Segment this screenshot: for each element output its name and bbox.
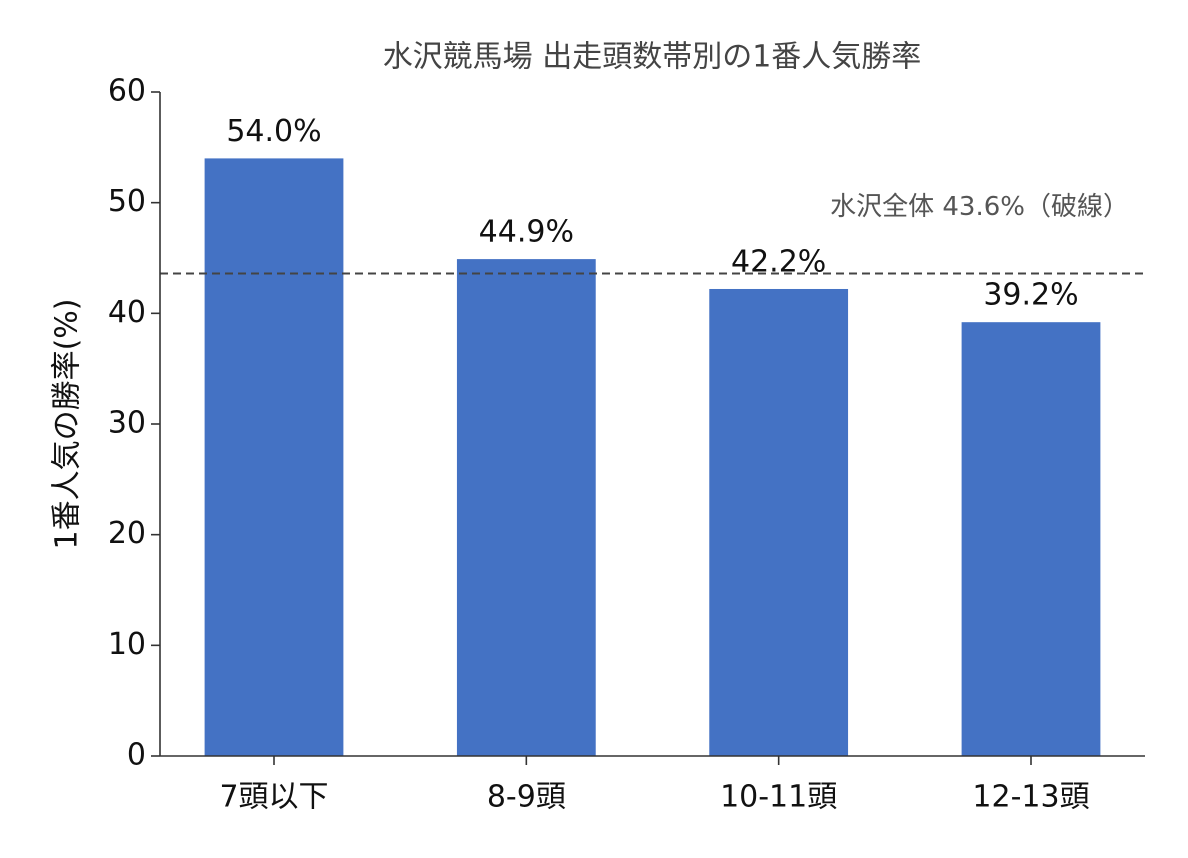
- y-tick-label: 50: [108, 184, 146, 219]
- x-tick-label: 8-9頭: [487, 780, 566, 815]
- y-tick-label: 10: [108, 627, 146, 662]
- bar: [204, 158, 344, 756]
- y-tick-label: 30: [108, 406, 146, 441]
- value-label: 39.2%: [983, 278, 1078, 313]
- reference-label: 水沢全体 43.6%（破線）: [830, 192, 1129, 222]
- y-tick-label: 40: [108, 295, 146, 330]
- bar: [709, 288, 849, 756]
- y-tick-label: 20: [108, 516, 146, 551]
- y-tick-label: 0: [127, 738, 146, 773]
- bar: [456, 259, 596, 756]
- value-label: 54.0%: [226, 114, 321, 149]
- y-tick-label: 60: [108, 74, 146, 109]
- x-tick-label: 7頭以下: [219, 780, 328, 815]
- bar: [961, 322, 1101, 756]
- chart-title: 水沢競馬場 出走頭数帯別の1番人気勝率: [383, 40, 922, 75]
- y-axis-label: 1番人気の勝率(%): [50, 298, 85, 549]
- value-label: 44.9%: [479, 215, 574, 250]
- x-tick-label: 12-13頭: [972, 780, 1089, 815]
- x-tick-label: 10-11頭: [720, 780, 837, 815]
